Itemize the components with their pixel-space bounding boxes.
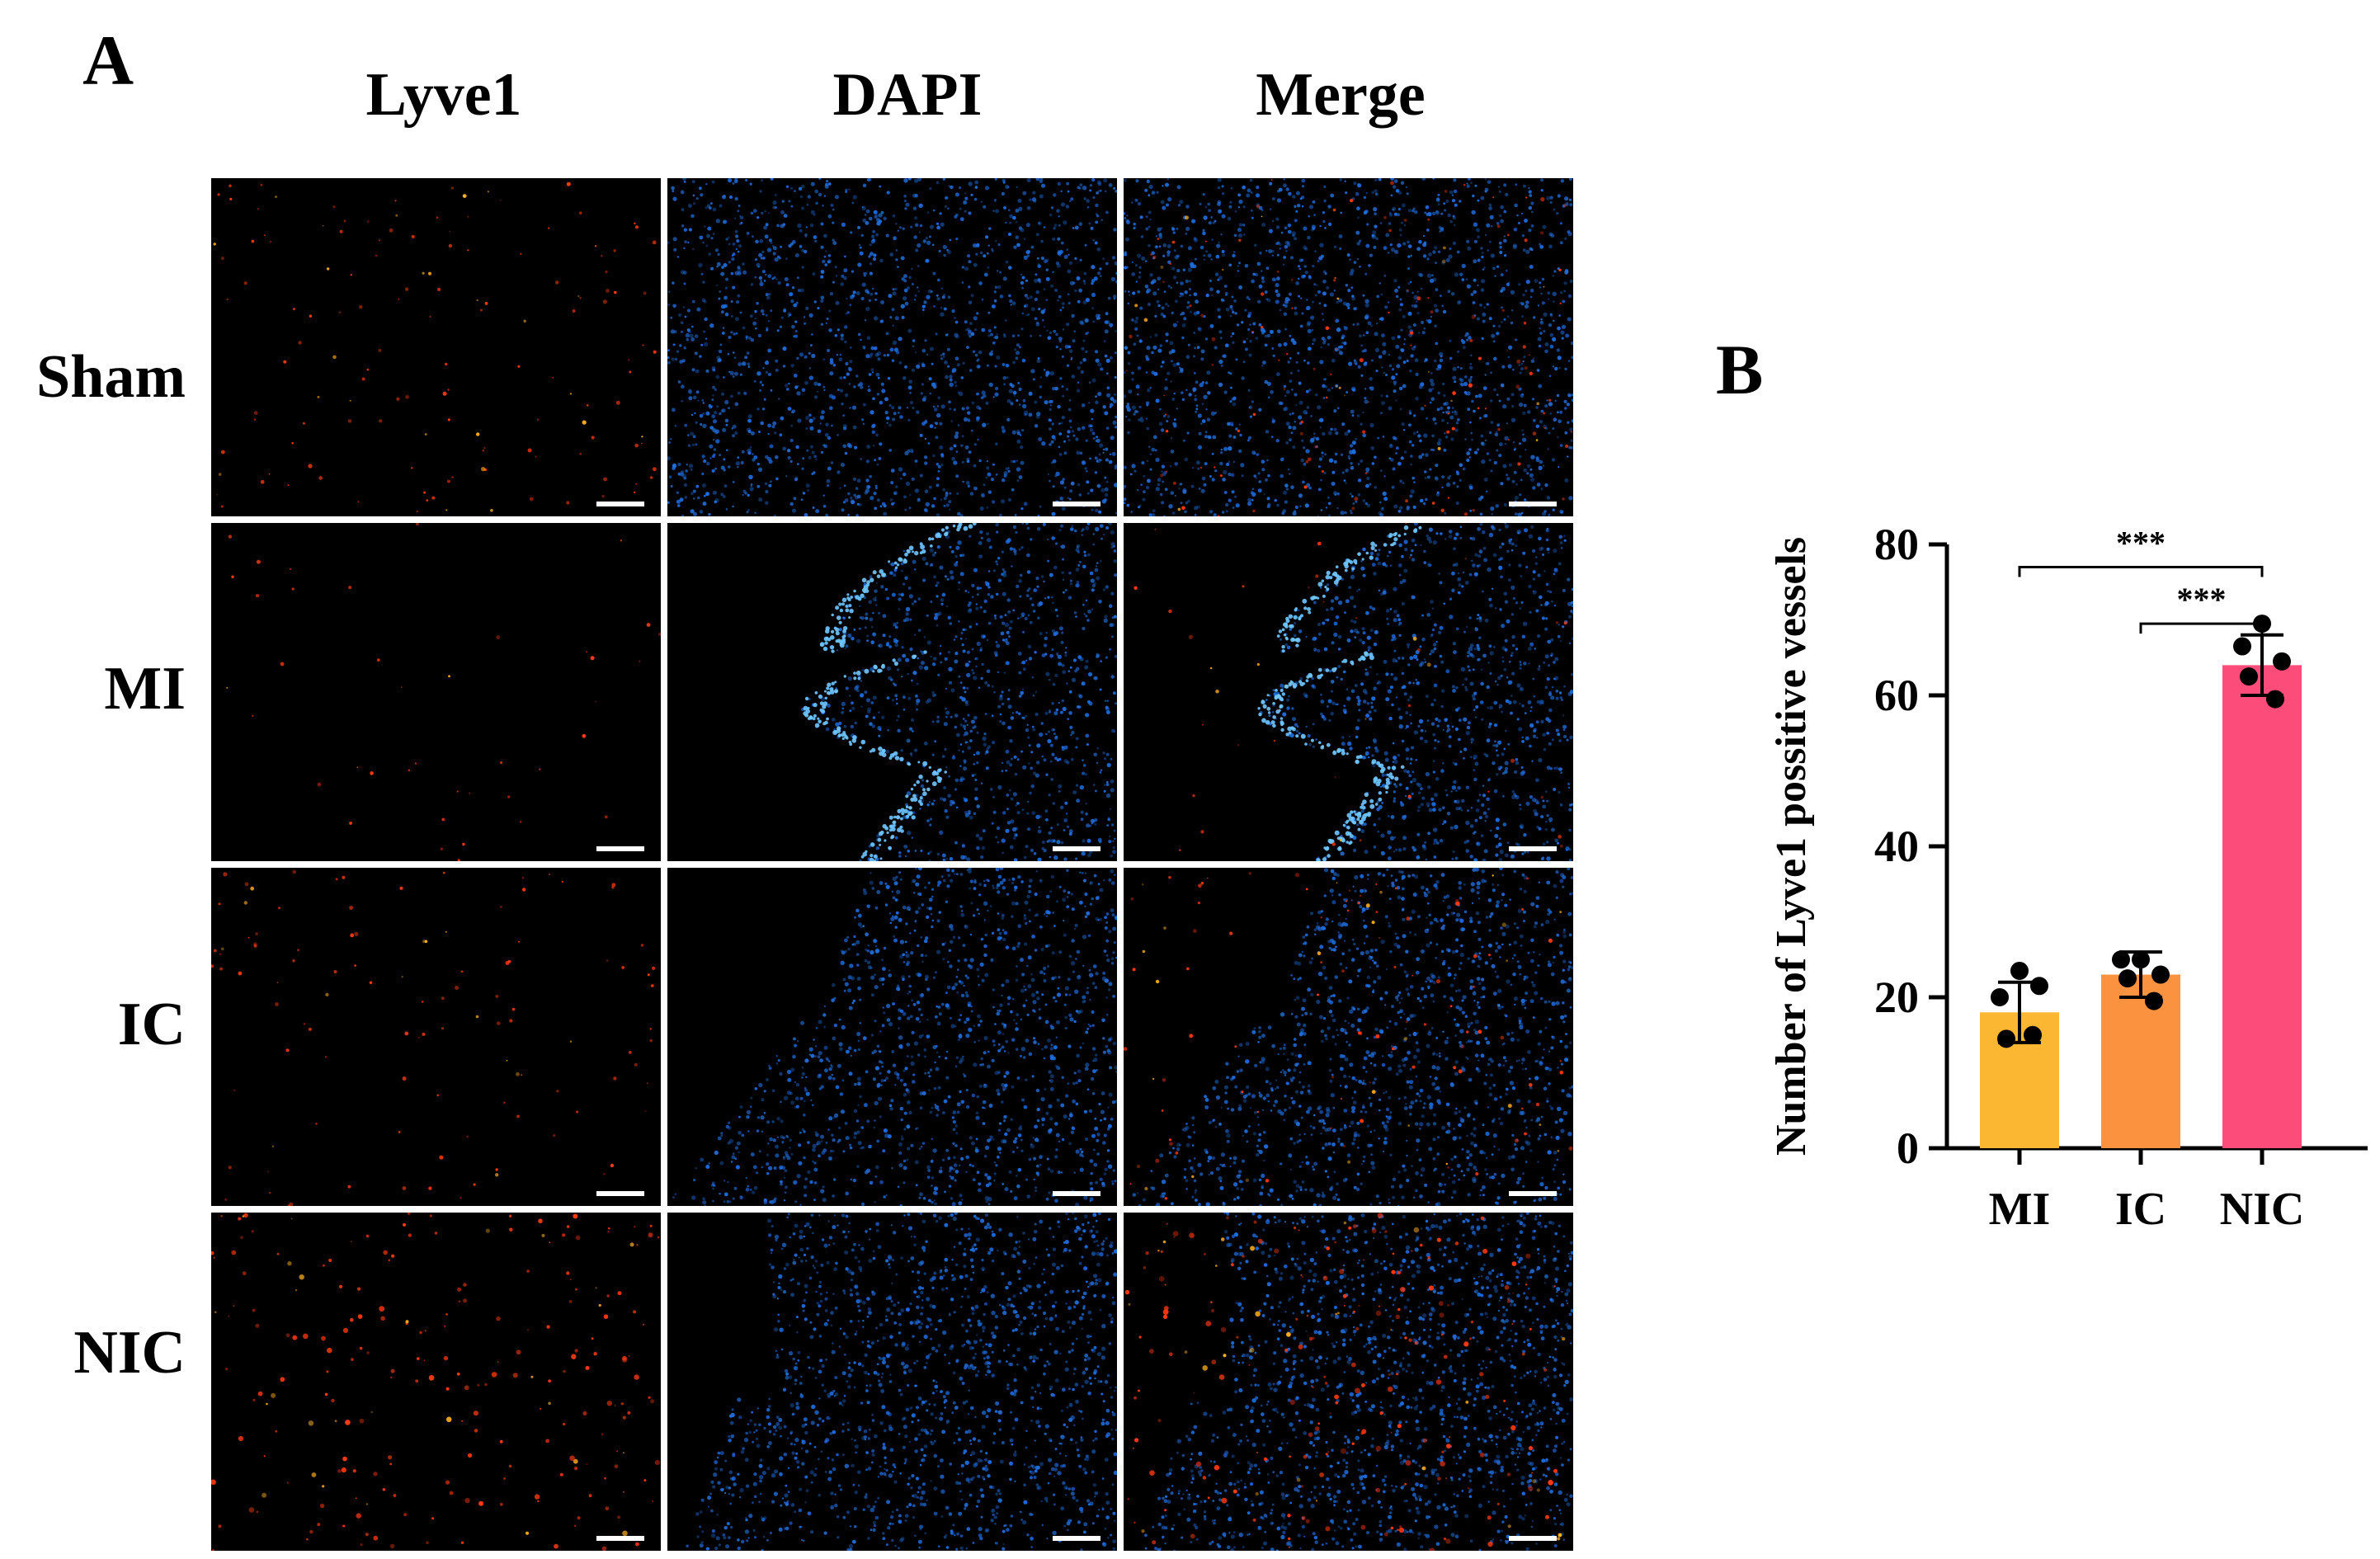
column-label-merge: Merge bbox=[1256, 61, 1426, 129]
column-label-dapi: DAPI bbox=[832, 61, 983, 129]
row-label-sham: Sham bbox=[36, 343, 186, 411]
significance-bracket bbox=[2139, 622, 2264, 634]
micrograph-background bbox=[1124, 1213, 1573, 1551]
micrograph-background bbox=[1124, 868, 1573, 1206]
y-tick-label: 20 bbox=[1874, 973, 1919, 1022]
data-point-mi bbox=[2010, 961, 2029, 980]
bar-ic bbox=[2101, 974, 2180, 1148]
micrograph-ic-dapi bbox=[667, 868, 1117, 1206]
dapi-nuclei bbox=[667, 178, 1117, 516]
significance-label: *** bbox=[2177, 581, 2227, 618]
micrograph-background bbox=[211, 1213, 661, 1551]
lyve1-signal bbox=[1124, 1213, 1566, 1551]
x-tick-label-mi: MI bbox=[1989, 1184, 2051, 1235]
scale-bar bbox=[1509, 1191, 1557, 1196]
data-point-mi bbox=[2030, 977, 2048, 996]
dapi-nuclei bbox=[1257, 523, 1573, 861]
dapi-nuclei bbox=[672, 868, 1117, 1206]
row-label-nic: NIC bbox=[73, 1319, 186, 1387]
data-point-nic bbox=[2273, 652, 2291, 671]
data-point-nic bbox=[2240, 667, 2258, 686]
scale-bar bbox=[596, 846, 644, 851]
x-tick-label-nic: NIC bbox=[2220, 1184, 2305, 1235]
micrograph-nic-merge bbox=[1124, 1213, 1573, 1551]
y-tick-label: 0 bbox=[1897, 1123, 1919, 1173]
data-point-mi bbox=[2024, 1025, 2042, 1044]
row-label-ic: IC bbox=[117, 991, 186, 1058]
micrograph-background bbox=[211, 178, 661, 516]
data-point-mi bbox=[1991, 988, 2009, 1006]
data-point-ic bbox=[2112, 950, 2130, 969]
scale-bar bbox=[596, 502, 644, 506]
scale-bar bbox=[596, 1536, 644, 1541]
column-label-lyve1: Lyve1 bbox=[365, 61, 522, 129]
significance-bracket bbox=[2018, 565, 2264, 577]
data-point-ic bbox=[2132, 950, 2150, 969]
scale-bar bbox=[1509, 1536, 1557, 1541]
dapi-nuclei bbox=[1124, 178, 1573, 516]
micrograph-sham-lyve1 bbox=[211, 178, 661, 516]
micrograph-nic-dapi bbox=[667, 1213, 1117, 1551]
scale-bar bbox=[1053, 1536, 1100, 1541]
micrograph-ic-lyve1 bbox=[211, 868, 661, 1206]
y-axis-label: Number of Lyve1 possitive vessels bbox=[1768, 537, 1815, 1156]
data-point-nic bbox=[2266, 690, 2284, 709]
micrograph-grid bbox=[211, 178, 1574, 1551]
micrograph-mi-merge bbox=[1124, 523, 1573, 861]
micrograph-ic-merge bbox=[1124, 868, 1573, 1206]
dapi-nuclei bbox=[800, 523, 1117, 861]
micrograph-background bbox=[667, 1213, 1117, 1551]
micrograph-mi-dapi bbox=[667, 523, 1117, 861]
y-tick-label: 80 bbox=[1874, 520, 1919, 569]
scale-bar bbox=[1509, 846, 1557, 851]
scale-bar bbox=[1053, 846, 1100, 851]
lyve1-signal bbox=[226, 523, 661, 861]
scale-bar bbox=[1053, 1191, 1100, 1196]
micrograph-background bbox=[667, 868, 1117, 1206]
micrograph-background bbox=[1124, 523, 1573, 861]
micrograph-mi-lyve1 bbox=[211, 523, 661, 861]
panel-b-label: B bbox=[1716, 330, 1764, 409]
bar-chart: Number of Lyve1 possitive vessels 0 20 40 60… bbox=[1768, 520, 2368, 1235]
bar-nic bbox=[2222, 665, 2302, 1148]
lyve1-signal bbox=[1126, 179, 1572, 516]
micrograph-nic-lyve1 bbox=[211, 1213, 661, 1551]
y-tick-label: 40 bbox=[1874, 822, 1919, 871]
y-tick-label: 60 bbox=[1874, 671, 1919, 720]
micrograph-background bbox=[667, 523, 1117, 861]
x-tick-label-ic: IC bbox=[2115, 1184, 2166, 1235]
micrograph-sham-merge bbox=[1124, 178, 1573, 516]
micrograph-background bbox=[667, 178, 1117, 516]
micrograph-sham-dapi bbox=[667, 178, 1117, 516]
data-point-mi bbox=[1997, 1029, 2015, 1048]
dapi-nuclei bbox=[686, 1213, 1117, 1551]
data-point-ic bbox=[2118, 969, 2137, 988]
row-label-mi: MI bbox=[104, 655, 186, 723]
data-point-ic bbox=[2145, 991, 2163, 1010]
micrograph-background bbox=[211, 523, 661, 861]
lyve1-signal bbox=[211, 1213, 661, 1551]
scale-bar bbox=[1509, 502, 1557, 506]
data-point-nic bbox=[2233, 637, 2251, 656]
significance-label: *** bbox=[2116, 524, 2166, 561]
micrograph-background bbox=[211, 868, 661, 1206]
scale-bar bbox=[596, 1191, 644, 1196]
scale-bar bbox=[1053, 502, 1100, 506]
data-point-ic bbox=[2151, 965, 2170, 984]
panel-a-label: A bbox=[82, 21, 134, 100]
lyve1-signal bbox=[211, 869, 656, 1206]
dapi-nuclei bbox=[1132, 868, 1573, 1206]
lyve1-signal bbox=[1133, 523, 1567, 851]
lyve1-signal bbox=[213, 181, 657, 513]
lyve1-signal bbox=[1124, 872, 1573, 1200]
